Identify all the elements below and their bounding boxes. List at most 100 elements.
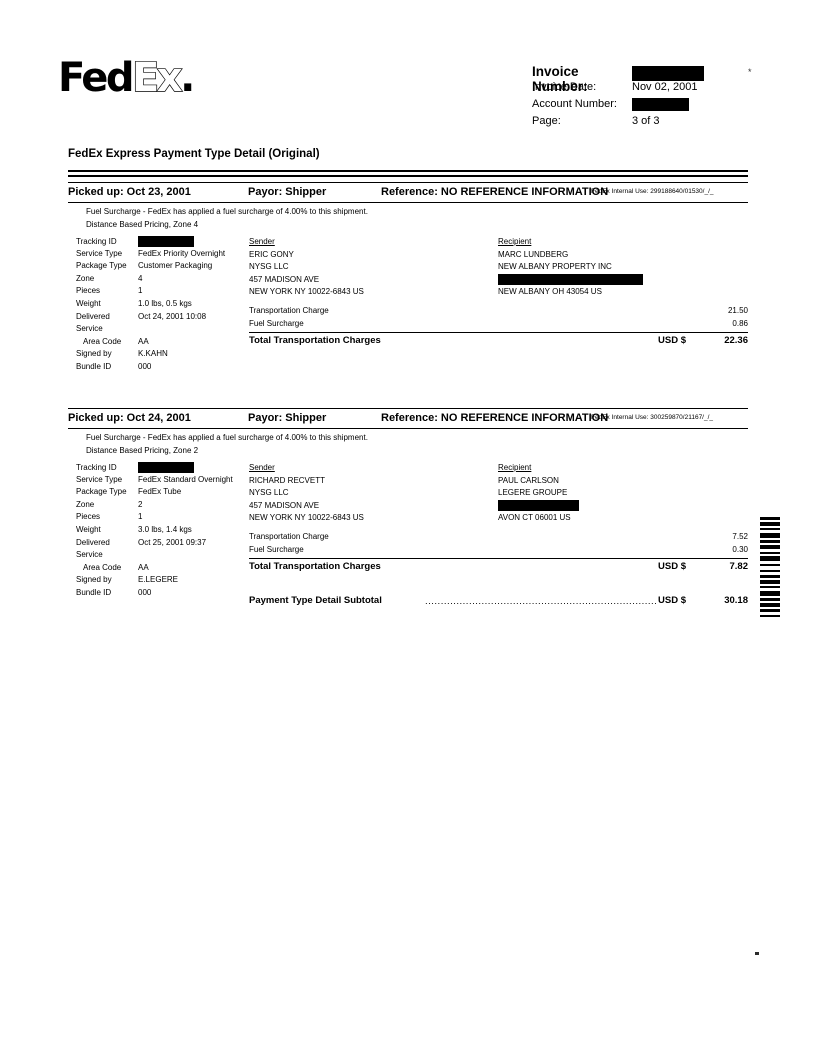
section-rule-top [68, 170, 748, 172]
field-value: FedEx Tube [138, 487, 182, 497]
barcode-bar [760, 520, 780, 522]
shipment-1-fuel-note: Fuel Surcharge - FedEx has applied a fue… [86, 207, 368, 216]
field-row: Zone 2 [76, 500, 233, 513]
field-row: Delivered Oct 25, 2001 09:37 [76, 538, 233, 551]
tracking-id-redaction [138, 236, 194, 247]
header-artifact-mark: * [748, 67, 752, 77]
barcode-bar [760, 549, 780, 552]
barcode-bar [760, 609, 780, 612]
charge-row: Fuel Surcharge 0.30 [249, 545, 748, 558]
field-row: Package Type FedEx Tube [76, 487, 233, 500]
sender-line: NEW YORK NY 10022-6843 US [249, 287, 364, 297]
charge-name: Fuel Surcharge [249, 318, 304, 328]
recipient-line: PAUL CARLSON [498, 475, 559, 485]
field-value: FedEx Standard Overnight [138, 474, 233, 484]
field-label: Service [76, 324, 103, 334]
invoice-date-value: Nov 02, 2001 [632, 81, 698, 93]
barcode-bar [760, 564, 780, 566]
sender-line: 457 MADISON AVE [249, 500, 320, 510]
charge-amount: 7.52 [732, 532, 748, 541]
recipient-line [498, 500, 579, 513]
field-row: Service Type FedEx Standard Overnight [76, 475, 233, 488]
barcode-bar [760, 538, 780, 540]
logo-fed-text: Fed [58, 55, 134, 101]
barcode-bar [760, 580, 780, 584]
invoice-header-block: Invoice Number: Invoice Date: Nov 02, 20… [532, 64, 782, 132]
charges-rule [249, 558, 748, 560]
total-label: Total Transportation Charges [249, 335, 381, 347]
charge-name: Transportation Charge [249, 306, 329, 315]
shipment-2-fuel-note: Fuel Surcharge - FedEx has applied a fue… [86, 433, 368, 442]
field-row: Signed by K.KAHN [76, 349, 225, 362]
field-label: Area Code [83, 562, 122, 572]
recipient-line: NEW ALBANY OH 43054 US [498, 287, 602, 297]
barcode-bar [760, 612, 780, 615]
field-label: Zone [76, 499, 95, 509]
barcode-bar [760, 517, 780, 520]
field-row: Weight 3.0 lbs, 1.4 kgs [76, 525, 233, 538]
total-currency: USD $ [658, 561, 686, 573]
total-currency: USD $ [658, 335, 686, 347]
sender-line: ERIC GONY [249, 249, 294, 259]
shipment-1-total-row: Total Transportation Charges USD $ 22.36 [249, 335, 748, 350]
shipment-1-pricing-note: Distance Based Pricing, Zone 4 [86, 220, 199, 229]
field-value: 000 [138, 361, 152, 371]
payment-subtotal-row: Payment Type Detail Subtotal ...........… [249, 595, 748, 610]
charge-name: Fuel Surcharge [249, 544, 304, 554]
invoice-number-redaction [632, 65, 704, 81]
recipient-heading: Recipient [498, 237, 532, 246]
subtotal-dot-leader: ........................................… [425, 596, 658, 607]
charge-row: Transportation Charge 21.50 [249, 306, 748, 319]
shipment-2-internal-use: FedEx Internal Use: 300259870/21167/_/_ [591, 414, 714, 421]
field-row: Pieces 1 [76, 286, 225, 299]
subtotal-label: Payment Type Detail Subtotal [249, 595, 382, 606]
invoice-number-label: Invoice Number: [532, 64, 588, 94]
field-label: Delivered [76, 537, 110, 547]
field-label: Delivered [76, 311, 110, 321]
recipient-line [498, 274, 643, 287]
barcode-bar [760, 603, 780, 607]
barcode-bar [760, 552, 780, 554]
page-row: Page: 3 of 3 [532, 115, 782, 132]
barcode-bar [760, 617, 780, 621]
page-label: Page: [532, 115, 561, 127]
barcode-bar [760, 570, 780, 572]
field-value: FedEx Priority Overnight [138, 248, 226, 258]
field-label: Weight [76, 298, 101, 308]
shipment-2-total-row: Total Transportation Charges USD $ 7.82 [249, 561, 748, 576]
barcode-bar [760, 540, 780, 543]
shipment-1-payor: Payor: Shipper [248, 186, 327, 198]
charges-rule [249, 332, 748, 334]
field-value: Customer Packaging [138, 261, 213, 271]
barcode-bar [760, 591, 780, 596]
barcode-bar [760, 556, 780, 561]
field-row: Delivered Oct 24, 2001 10:08 [76, 312, 225, 325]
field-value: K.KAHN [138, 349, 168, 359]
field-row: Package Type Customer Packaging [76, 261, 225, 274]
barcode-bar [760, 586, 780, 588]
field-value: 1.0 lbs, 0.5 kgs [138, 298, 192, 308]
field-label: Package Type [76, 261, 127, 271]
field-value: 1 [138, 286, 143, 296]
shipment-1-sender-block: Sender ERIC GONY NYSG LLC 457 MADISON AVE NE… [249, 236, 364, 299]
field-label: Tracking ID [76, 236, 117, 246]
field-label: Bundle ID [76, 361, 112, 371]
sender-line: NYSG LLC [249, 488, 289, 498]
recipient-line: LEGERE GROUPE [498, 488, 568, 498]
field-row: Tracking ID [76, 236, 225, 249]
barcode-bar [760, 584, 780, 586]
charge-row: Transportation Charge 7.52 [249, 532, 748, 545]
barcode-bar [760, 598, 780, 601]
field-label: Area Code [83, 336, 122, 346]
sender-line: RICHARD RECVETT [249, 475, 326, 485]
field-row: Pieces 1 [76, 512, 233, 525]
field-value [138, 236, 194, 247]
sender-line: NYSG LLC [249, 262, 289, 272]
account-number-label: Account Number: [532, 98, 617, 111]
field-label: Service Type [76, 474, 123, 484]
field-label: Service Type [76, 248, 123, 258]
fedex-logo: FedEx. [58, 55, 195, 101]
field-label: Service [76, 550, 103, 560]
recipient-address-redaction [498, 274, 643, 286]
charge-name: Transportation Charge [249, 532, 329, 541]
